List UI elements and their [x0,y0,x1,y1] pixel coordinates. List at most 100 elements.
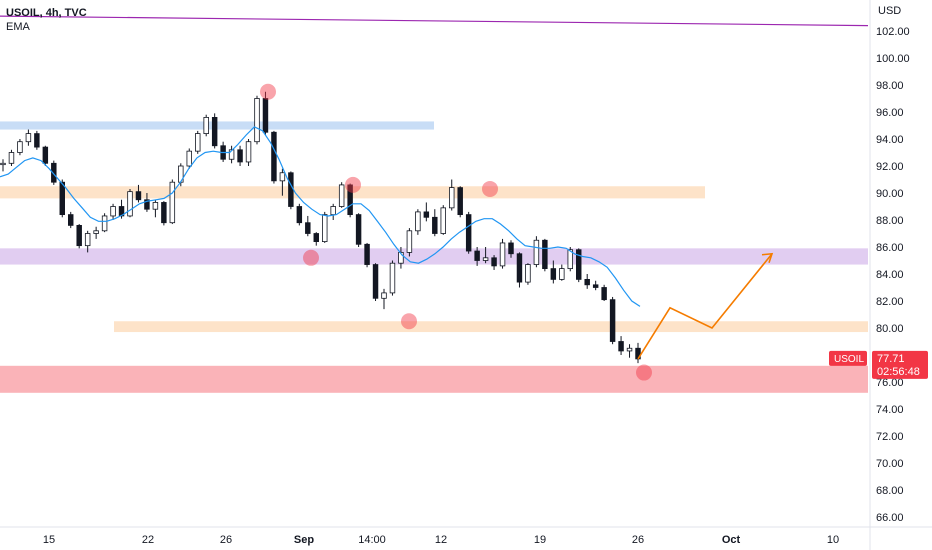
symbol-tag[interactable] [829,350,867,366]
time-tick-label: Oct [722,534,741,546]
candle[interactable] [135,191,142,201]
candle[interactable] [372,264,379,299]
time-tick-label: 15 [43,534,55,546]
zone-band[interactable] [0,248,868,265]
ema-line[interactable] [0,126,641,307]
candle[interactable] [211,117,218,147]
candle[interactable] [245,141,252,163]
candle[interactable] [465,214,472,252]
candle[interactable] [381,292,387,299]
candle[interactable] [576,249,582,280]
candle[interactable] [34,133,40,148]
candle[interactable] [533,239,540,265]
candle[interactable] [186,150,192,167]
candle[interactable] [279,172,286,182]
candle[interactable] [59,181,65,215]
time-tick-label: 10 [827,534,839,546]
projection-path[interactable] [637,253,773,360]
candle[interactable] [457,187,463,216]
candle[interactable] [0,162,6,166]
candle[interactable] [525,264,531,283]
candle[interactable] [440,207,446,234]
candle[interactable] [195,133,201,152]
candle[interactable] [93,230,99,234]
candle[interactable] [415,211,421,232]
candle[interactable] [84,233,91,247]
candle[interactable] [330,206,336,215]
candle[interactable] [305,222,311,234]
candle[interactable] [592,284,599,288]
candle[interactable] [516,253,523,283]
candle[interactable] [364,243,370,265]
candle[interactable] [406,230,413,253]
swing-marker[interactable] [303,249,319,266]
price-tick-label: 70.00 [876,458,904,470]
candle[interactable] [347,184,353,215]
swing-marker[interactable] [482,180,498,197]
candle[interactable] [296,206,303,224]
candle[interactable] [169,181,176,224]
candle[interactable] [254,98,260,143]
candle[interactable] [42,146,49,164]
candle[interactable] [271,131,277,182]
candle[interactable] [322,214,328,243]
last-price-tag[interactable] [872,350,928,379]
candle[interactable] [559,268,565,280]
candle[interactable] [51,162,57,183]
swing-marker[interactable] [345,176,361,193]
candle[interactable] [567,249,573,269]
candle[interactable] [432,216,438,234]
indicator-label[interactable]: EMA [6,21,30,33]
price-tick-label: 80.00 [876,323,904,335]
candle[interactable] [110,206,116,217]
candle[interactable] [474,250,480,261]
price-tick-label: 98.00 [876,80,904,92]
price-tick-label: 82.00 [876,296,904,308]
candle[interactable] [101,215,108,232]
candle[interactable] [423,211,430,218]
swing-marker[interactable] [636,364,652,381]
candle[interactable] [68,214,74,226]
candle[interactable] [338,184,345,207]
candle[interactable] [542,239,548,270]
candle[interactable] [550,268,557,280]
candle[interactable] [482,257,489,261]
candle[interactable] [161,202,167,224]
symbol-title[interactable]: USOIL, 4h, TVC [6,7,87,19]
candle[interactable] [635,347,641,360]
candle[interactable] [618,341,624,352]
candle[interactable] [127,191,133,217]
candle[interactable] [313,233,319,242]
price-axis-panel[interactable] [870,0,932,550]
candle[interactable] [76,224,82,247]
zone-band[interactable] [0,365,868,393]
time-tick-label: 22 [142,534,154,546]
candle[interactable] [144,199,150,210]
candle[interactable] [508,242,514,255]
candle[interactable] [262,98,269,133]
candle[interactable] [237,149,243,163]
candle[interactable] [449,187,455,209]
candle[interactable] [203,117,209,135]
candle[interactable] [288,172,294,207]
candle[interactable] [25,133,32,143]
swing-marker[interactable] [401,313,417,330]
candle[interactable] [609,299,616,342]
projection-arrowhead [761,252,774,264]
candle[interactable] [8,152,15,164]
candle[interactable] [355,214,362,245]
candle[interactable] [152,202,159,210]
candle[interactable] [626,347,633,352]
candle[interactable] [499,242,506,267]
candle[interactable] [17,141,23,153]
swing-marker[interactable] [260,83,276,100]
candle[interactable] [601,287,607,301]
candle[interactable] [398,251,404,264]
trendline[interactable] [0,15,869,27]
zone-band[interactable] [114,321,868,333]
candle[interactable] [584,278,590,286]
candle[interactable] [491,257,497,267]
price-tick-label: 76.00 [876,377,904,389]
candle[interactable] [389,262,396,294]
